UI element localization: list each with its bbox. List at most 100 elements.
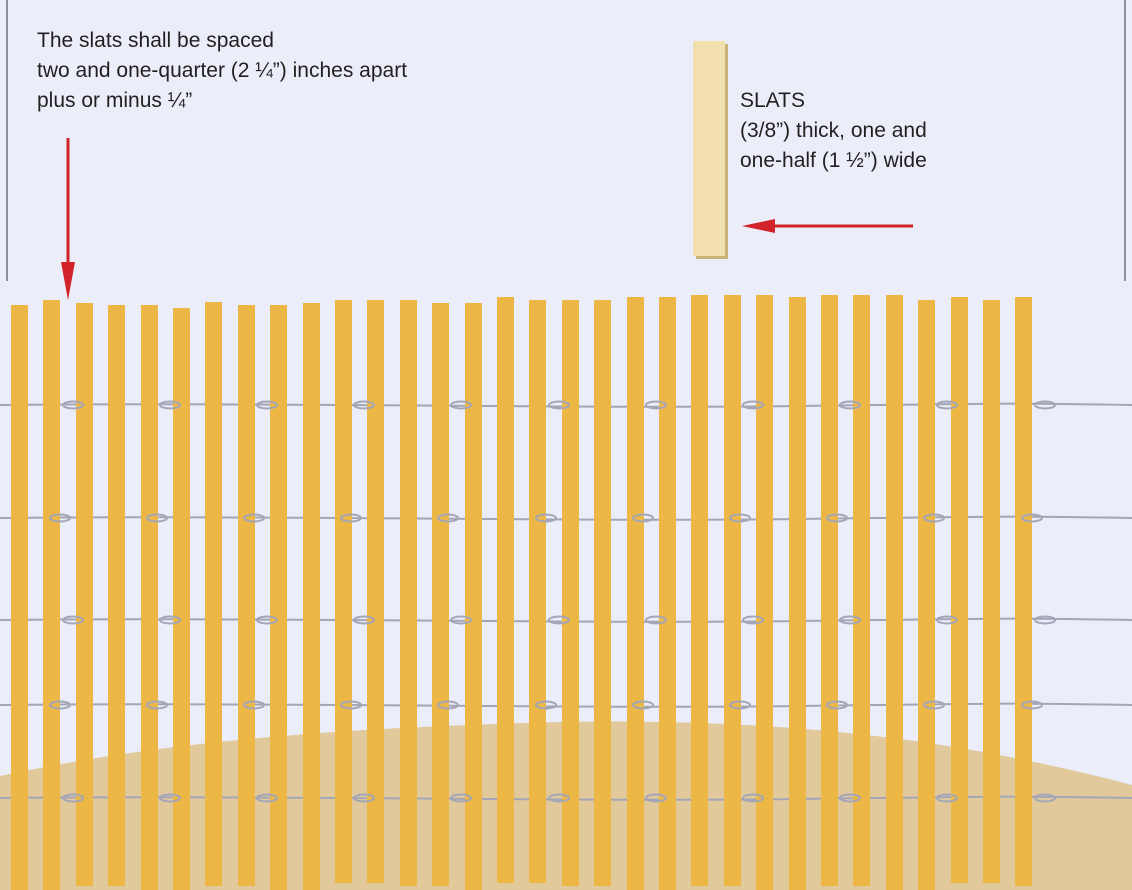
wire-twist (256, 615, 278, 625)
wire-twist (839, 615, 861, 625)
wire-twist (353, 793, 375, 803)
slat (594, 300, 611, 886)
slat (367, 300, 384, 883)
wire-twist (742, 793, 764, 803)
slat (108, 305, 125, 886)
slat (465, 303, 482, 890)
arrow-down-icon (61, 138, 75, 300)
slat (173, 308, 190, 890)
wire-twist (632, 513, 654, 523)
slat (335, 300, 352, 883)
slat-note-line: SLATS (740, 89, 805, 112)
wire-twist (450, 793, 472, 803)
wire-twist (1021, 700, 1043, 710)
slat (918, 300, 935, 890)
wire-twist (645, 615, 667, 625)
wire-twist (742, 615, 764, 625)
wire-twist (923, 700, 945, 710)
wire-twist (243, 513, 265, 523)
wire-twist (729, 513, 751, 523)
slat-note-line: one-half (1 ½”) wide (740, 149, 927, 172)
wire-twist (243, 700, 265, 710)
wire-twist (839, 400, 861, 410)
wire-twist (450, 400, 472, 410)
wire-twist (62, 793, 84, 803)
slat (756, 295, 773, 890)
spacing-note: The slats shall be spaced two and one-qu… (37, 26, 407, 116)
slat (303, 303, 320, 890)
wire-twist (923, 513, 945, 523)
wire-twist (256, 400, 278, 410)
wire-twist (1034, 400, 1056, 410)
arrow-left-icon (742, 219, 913, 233)
wire-twist (49, 700, 71, 710)
wire-twist (548, 615, 570, 625)
wire-twist (62, 400, 84, 410)
slat (1015, 297, 1032, 886)
wire-twist (936, 615, 958, 625)
spacing-note-line: The slats shall be spaced (37, 29, 274, 52)
sample-slat-face (693, 41, 725, 256)
slat (951, 297, 968, 883)
slat (238, 305, 255, 886)
wire-twist (159, 400, 181, 410)
spacing-note-line: plus or minus ¼” (37, 89, 193, 112)
wire-twist (437, 700, 459, 710)
slat (691, 295, 708, 886)
wire-twist (645, 400, 667, 410)
wire-twist (353, 400, 375, 410)
wire-twist (1034, 615, 1056, 625)
wire-twist (645, 793, 667, 803)
wire-twist (1021, 513, 1043, 523)
wire-twist (353, 615, 375, 625)
slat (886, 295, 903, 890)
slat (400, 300, 417, 886)
wire-twist (548, 400, 570, 410)
slat (821, 295, 838, 886)
wire-twist (256, 793, 278, 803)
wire-twist (1034, 793, 1056, 803)
wire-twist (535, 700, 557, 710)
wire-twist (742, 400, 764, 410)
slat (724, 295, 741, 886)
spacing-note-line: two and one-quarter (2 ¼”) inches apart (37, 59, 408, 82)
slat (432, 303, 449, 886)
slat (11, 305, 28, 890)
wire-twist (548, 793, 570, 803)
slat (497, 297, 514, 883)
slat (270, 305, 287, 890)
wire-twist (936, 793, 958, 803)
wire-twist (839, 793, 861, 803)
slat (205, 302, 222, 886)
slat (76, 303, 93, 886)
wire-twists (49, 400, 1056, 803)
wire-twist (936, 400, 958, 410)
slat (141, 305, 158, 890)
slat (562, 300, 579, 886)
slat (659, 297, 676, 890)
wire-twist (450, 615, 472, 625)
wire-twist (632, 700, 654, 710)
wire-twist (826, 700, 848, 710)
slat (627, 297, 644, 890)
wire-twist (729, 700, 751, 710)
slat-row (11, 295, 1032, 890)
slat (43, 300, 60, 890)
slat-note-line: (3/8”) thick, one and (740, 119, 927, 142)
wire-twist (159, 793, 181, 803)
wire-twist (437, 513, 459, 523)
wire-twist (146, 700, 168, 710)
wire-twist (826, 513, 848, 523)
wire-twist (159, 615, 181, 625)
slat-note: SLATS (3/8”) thick, one and one-half (1 … (740, 86, 927, 176)
slat (853, 295, 870, 886)
wire-twist (62, 615, 84, 625)
slat (529, 300, 546, 883)
wire-twist (535, 513, 557, 523)
wire-twist (340, 513, 362, 523)
slat (983, 300, 1000, 883)
wire-twist (146, 513, 168, 523)
wire-twist (340, 700, 362, 710)
